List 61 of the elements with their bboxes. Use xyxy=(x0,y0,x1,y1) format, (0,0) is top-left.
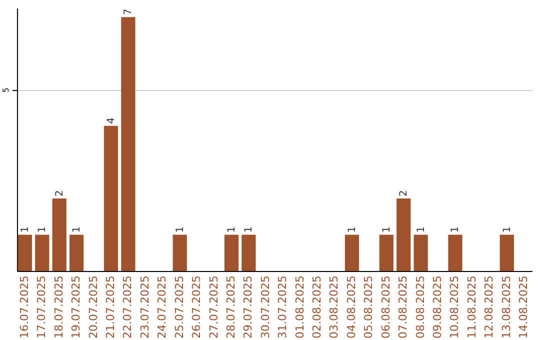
x-tick-label: 25.07.2025 xyxy=(172,276,186,338)
x-tick-label: 30.07.2025 xyxy=(258,276,272,338)
y-tick-label: 5 xyxy=(2,88,10,93)
x-tick-label: 01.08.2025 xyxy=(293,276,306,338)
x-tick-label: 02.08.2025 xyxy=(310,276,324,338)
bar xyxy=(414,234,428,271)
data-label: 2 xyxy=(54,190,66,196)
data-label: 4 xyxy=(106,118,117,124)
x-tick-label: 06.08.2025 xyxy=(379,276,392,338)
x-tick-label: 26.07.2025 xyxy=(190,276,204,338)
x-tick-label: 24.07.2025 xyxy=(156,276,169,338)
x-tick-label: 07.08.2025 xyxy=(396,276,410,338)
bar xyxy=(500,234,514,271)
bar xyxy=(396,198,411,271)
x-tick-label: 08.08.2025 xyxy=(414,276,427,338)
bar xyxy=(121,17,136,271)
bar xyxy=(35,234,50,271)
bar xyxy=(242,234,256,271)
data-label: 1 xyxy=(72,226,83,233)
x-tick-label: 16.07.2025 xyxy=(18,276,31,338)
x-tick-label: 04.08.2025 xyxy=(344,276,358,338)
data-label: 1 xyxy=(346,226,358,233)
bar xyxy=(172,234,187,271)
data-label: 1 xyxy=(226,226,238,233)
x-tick-label: 28.07.2025 xyxy=(224,276,238,338)
x-tick-label: 18.07.2025 xyxy=(52,276,66,338)
bar xyxy=(104,126,118,271)
x-tick-label: 19.07.2025 xyxy=(70,276,83,338)
data-label: 1 xyxy=(450,226,462,233)
bar xyxy=(448,234,462,271)
x-tick-label: 10.08.2025 xyxy=(448,276,462,338)
data-label: 1 xyxy=(244,226,255,233)
data-label: 1 xyxy=(37,226,48,233)
x-tick-label: 13.08.2025 xyxy=(500,276,513,338)
bar xyxy=(70,234,84,271)
x-tick-label: 14.08.2025 xyxy=(517,276,530,338)
bar xyxy=(52,198,66,271)
x-tick-label: 12.08.2025 xyxy=(482,276,496,338)
data-label: 1 xyxy=(174,226,186,233)
data-label: 1 xyxy=(502,226,513,233)
data-label: 1 xyxy=(20,226,31,233)
bar xyxy=(224,234,239,271)
x-tick-label: 29.07.2025 xyxy=(242,276,255,338)
x-tick-label: 11.08.2025 xyxy=(465,276,478,338)
x-tick-label: 31.07.2025 xyxy=(276,276,290,338)
data-label: 2 xyxy=(398,190,410,196)
data-label: 7 xyxy=(123,8,134,16)
x-tick-label: 22.07.2025 xyxy=(121,276,134,338)
x-tick-label: 09.08.2025 xyxy=(431,276,444,338)
x-tick-label: 20.07.2025 xyxy=(86,276,100,338)
data-label: 1 xyxy=(416,226,427,233)
bar xyxy=(379,234,394,271)
x-tick-label: 17.07.2025 xyxy=(35,276,48,338)
x-tick-label: 05.08.2025 xyxy=(362,276,376,338)
x-tick-label: 03.08.2025 xyxy=(328,276,341,338)
bar xyxy=(18,234,32,271)
x-tick-label: 27.07.2025 xyxy=(207,276,220,338)
x-tick-label: 21.07.2025 xyxy=(104,276,117,338)
data-label: 1 xyxy=(381,226,392,233)
bar xyxy=(344,234,360,271)
x-tick-label: 23.07.2025 xyxy=(138,276,152,338)
